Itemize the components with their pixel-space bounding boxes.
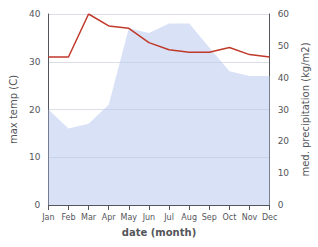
svg-text:Oct: Oct <box>222 213 236 222</box>
svg-text:date (month): date (month) <box>122 227 196 238</box>
svg-text:40: 40 <box>278 73 290 83</box>
svg-text:med. precipitation (kg/m2): med. precipitation (kg/m2) <box>300 42 311 176</box>
svg-text:Aug: Aug <box>181 213 197 222</box>
svg-text:40: 40 <box>29 9 41 19</box>
svg-text:Jul: Jul <box>163 213 174 222</box>
svg-text:Apr: Apr <box>102 213 117 222</box>
svg-text:0: 0 <box>35 200 41 210</box>
svg-text:10: 10 <box>29 152 41 162</box>
svg-text:60: 60 <box>278 9 290 19</box>
svg-text:Jan: Jan <box>41 213 54 222</box>
svg-text:Nov: Nov <box>242 213 258 222</box>
svg-text:20: 20 <box>278 136 290 146</box>
svg-text:20: 20 <box>29 105 41 115</box>
svg-text:Mar: Mar <box>81 213 97 222</box>
svg-text:Sep: Sep <box>202 213 217 222</box>
svg-text:May: May <box>121 213 138 222</box>
svg-text:Jun: Jun <box>142 213 156 222</box>
svg-text:30: 30 <box>29 57 41 67</box>
svg-text:30: 30 <box>278 105 290 115</box>
svg-text:Dec: Dec <box>262 213 277 222</box>
svg-text:0: 0 <box>278 200 284 210</box>
svg-text:max temp (C): max temp (C) <box>8 75 19 144</box>
svg-text:Feb: Feb <box>61 213 75 222</box>
svg-text:50: 50 <box>278 41 290 51</box>
svg-text:10: 10 <box>278 168 290 178</box>
